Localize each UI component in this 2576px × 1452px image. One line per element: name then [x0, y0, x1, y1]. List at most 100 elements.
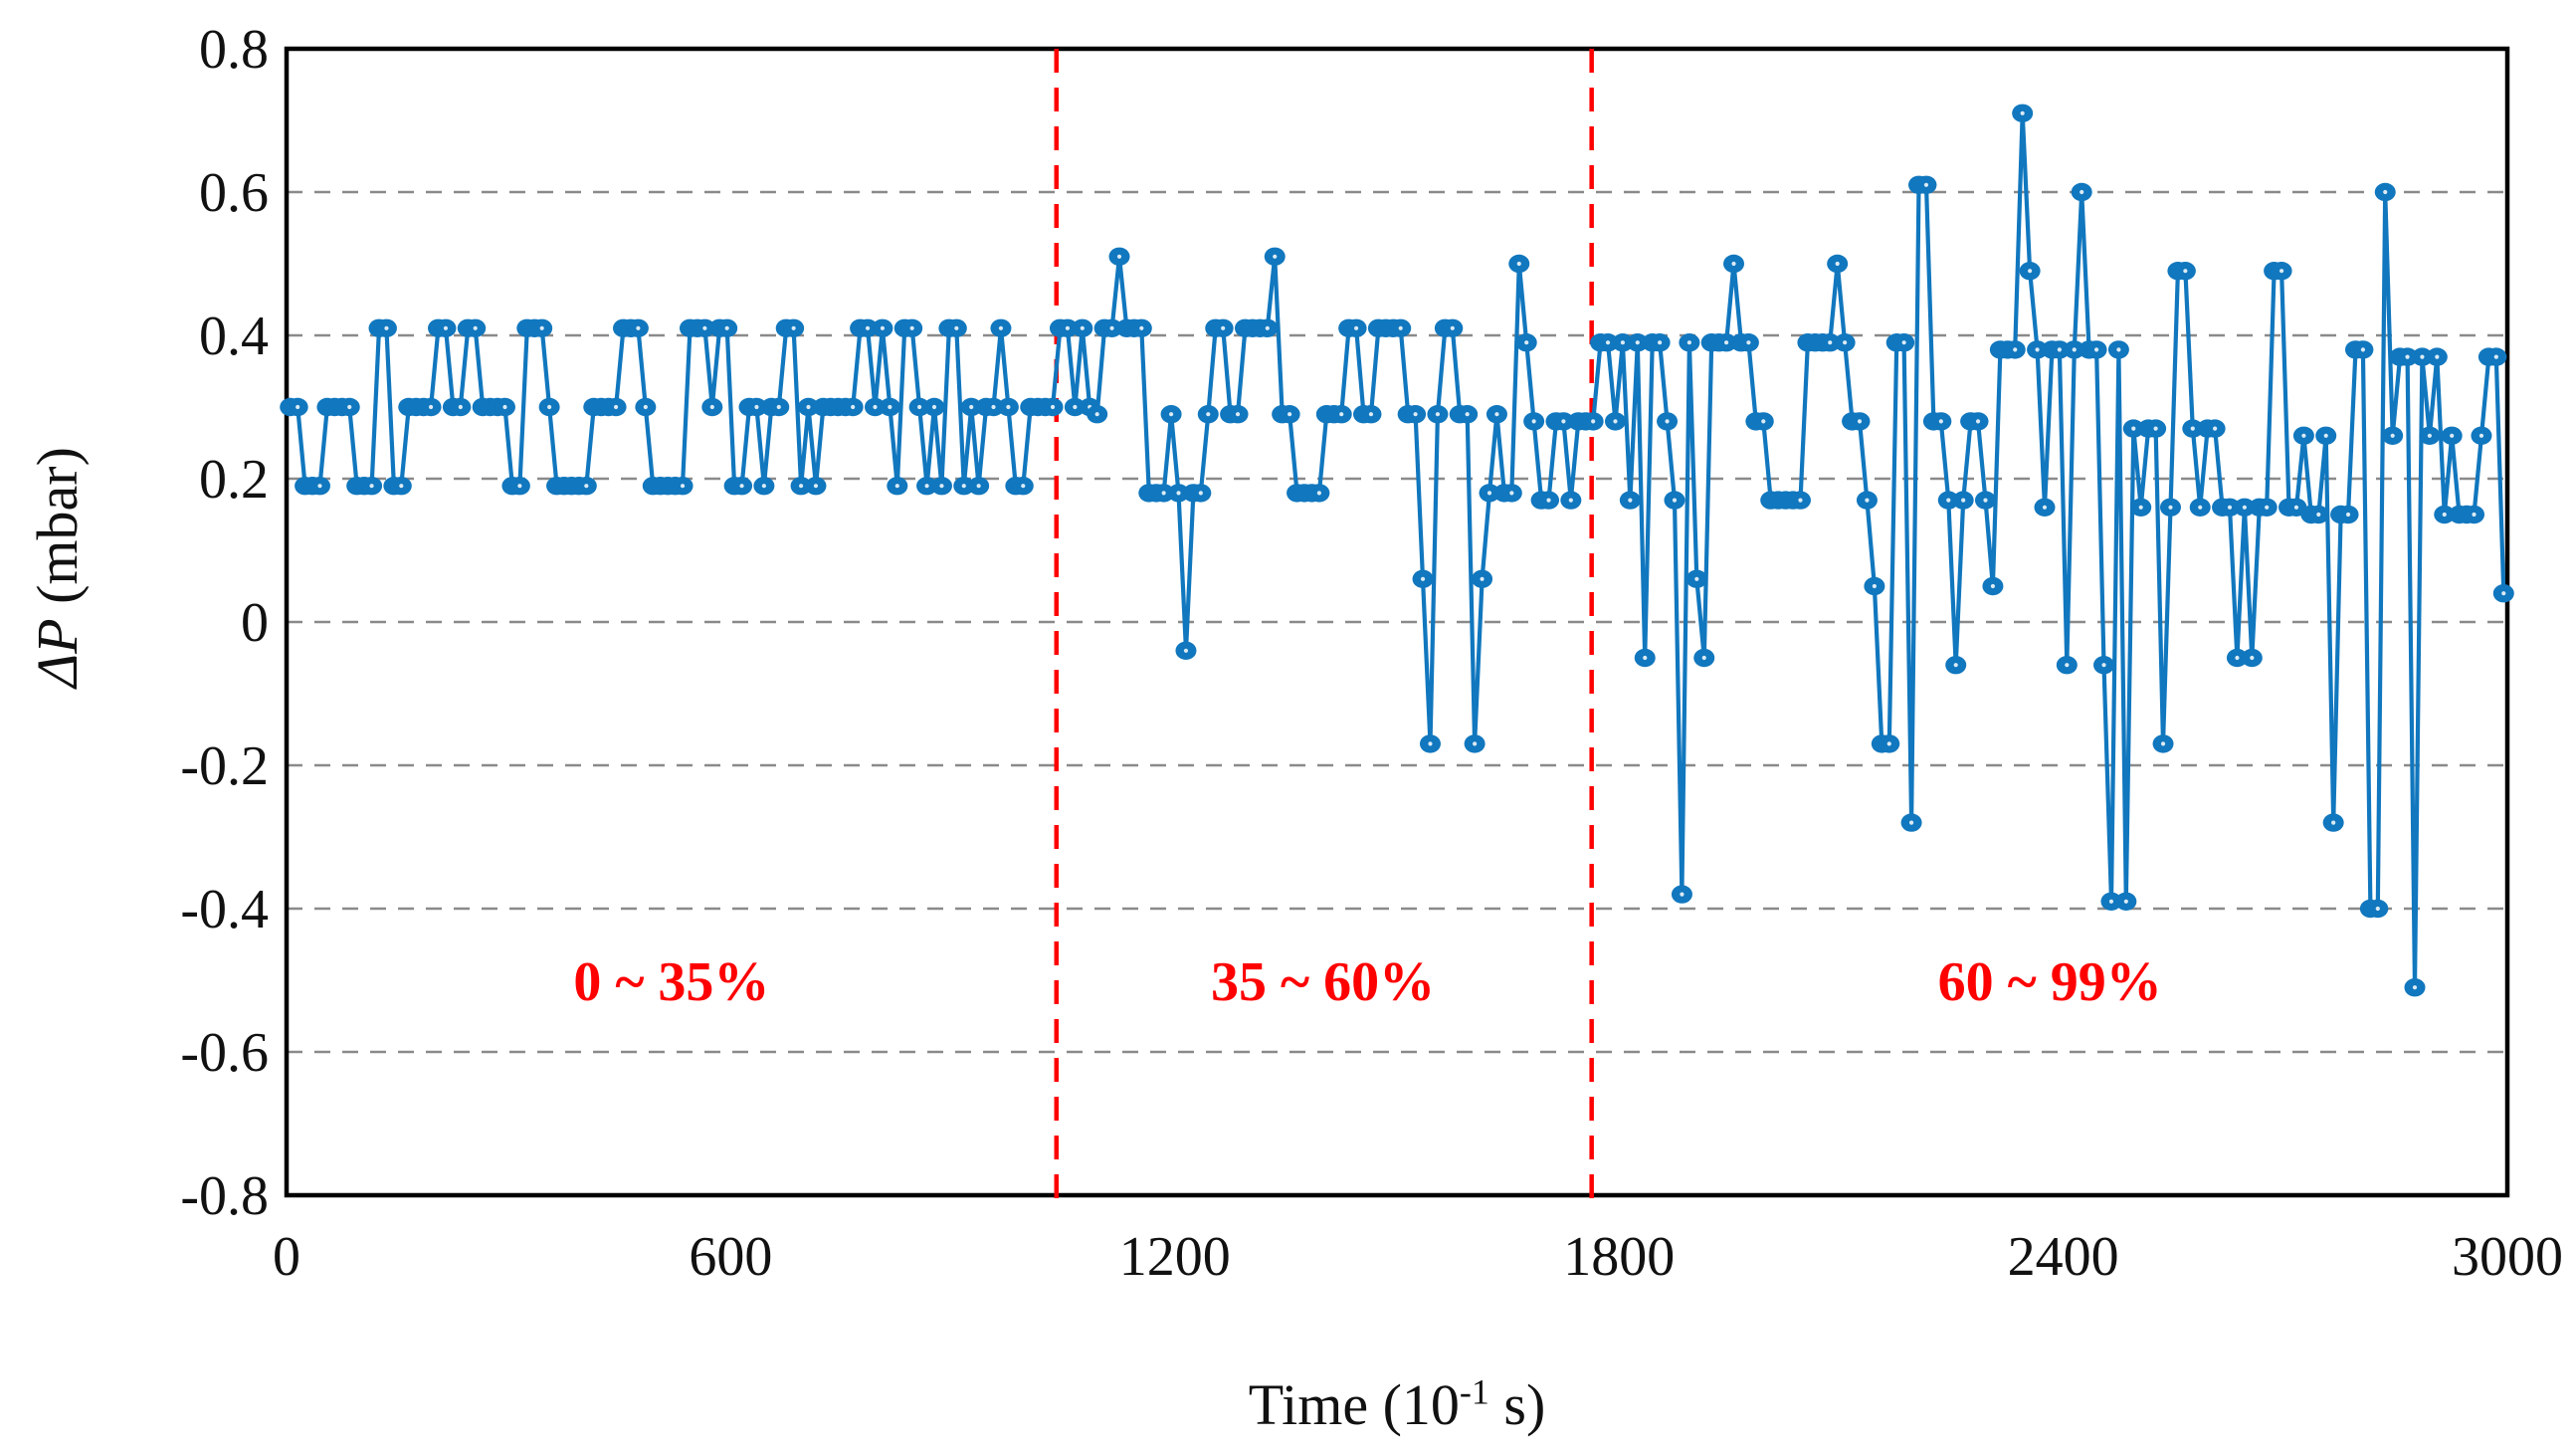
data-point-marker-center: [1591, 419, 1596, 424]
data-point-marker-center: [613, 404, 619, 410]
x-axis-tick-labels: 0 600 1200 1800 2400 3000: [273, 1226, 2563, 1288]
data-point-marker-center: [1731, 261, 1736, 267]
data-point-marker-center: [2420, 354, 2425, 359]
data-point-marker-center: [776, 404, 781, 410]
y-tick-label: 0: [241, 592, 269, 654]
data-point-marker-center: [296, 404, 300, 410]
data-point-marker-center: [2478, 433, 2484, 438]
data-point-marker-center: [791, 325, 796, 330]
data-point-marker-center: [1828, 340, 1833, 345]
data-point-marker-center: [998, 325, 1004, 330]
data-point-marker-center: [2345, 512, 2351, 518]
data-point-marker-center: [2293, 505, 2299, 510]
data-point-marker-center: [517, 484, 522, 489]
data-point-marker-center: [2227, 505, 2233, 510]
y-tick-label: -0.4: [180, 879, 269, 940]
data-point-marker-center: [1398, 325, 1403, 330]
data-point-marker-center: [1761, 419, 1766, 424]
data-point-marker-center: [2101, 663, 2106, 668]
data-point-marker-center: [1857, 419, 1863, 424]
data-point-marker-center: [1116, 254, 1122, 259]
data-point-marker-center: [1605, 340, 1611, 345]
data-point-marker-center: [2213, 426, 2218, 431]
data-point-marker-center: [2013, 347, 2018, 352]
data-point-marker-center: [813, 484, 819, 489]
x-axis-title-exponent: -1: [1459, 1371, 1489, 1412]
data-point-marker-center: [2065, 663, 2070, 668]
y-tick-label: -0.6: [180, 1022, 269, 1084]
data-point-marker-center: [1073, 404, 1078, 410]
data-point-marker-center: [1665, 419, 1670, 424]
data-point-marker-center: [1835, 261, 1840, 267]
data-point-marker-center: [2057, 347, 2062, 352]
data-point-marker-center: [2235, 655, 2240, 661]
data-point-marker-center: [1886, 741, 1891, 746]
data-point-marker-center: [2427, 433, 2432, 438]
data-point-marker-center: [761, 484, 766, 489]
y-tick-label: 0.4: [199, 306, 269, 367]
data-point-marker-center: [939, 484, 944, 489]
data-point-marker-center: [1509, 491, 1514, 496]
plot-border: [284, 46, 2510, 1198]
data-point-marker-center: [443, 325, 449, 330]
data-point-marker-center: [1353, 325, 1359, 330]
data-point-marker-center: [1620, 340, 1626, 345]
data-point-marker-center: [1672, 498, 1678, 503]
data-point-marker-center: [851, 404, 856, 410]
data-point-marker-center: [1206, 412, 1211, 417]
data-point-marker-center: [1872, 583, 1877, 589]
y-tick-label: 0.2: [199, 449, 269, 511]
data-point-marker-center: [384, 325, 389, 330]
x-tick-label: 1200: [1119, 1226, 1231, 1288]
data-point-marker-center: [1316, 491, 1321, 496]
data-point-marker-center: [1288, 412, 1292, 417]
data-point-marker-center: [2108, 899, 2114, 904]
x-axis-title: Time (10-1 s): [1249, 1374, 1546, 1434]
data-point-marker-center: [1235, 412, 1241, 417]
data-point-marker-center: [1865, 498, 1870, 503]
data-point-marker-center: [880, 325, 886, 330]
data-point-marker-center: [2183, 269, 2188, 274]
x-tick-label: 1800: [1563, 1226, 1675, 1288]
data-point-marker-center: [2442, 512, 2447, 518]
data-point-marker-center: [894, 484, 899, 489]
data-point-marker-center: [1531, 419, 1536, 424]
data-point-marker-center: [2138, 505, 2143, 510]
data-point-marker-center: [399, 484, 404, 489]
data-point-marker-center: [1109, 325, 1114, 330]
data-point-marker-center: [1990, 583, 1996, 589]
data-point-marker-center: [502, 404, 507, 410]
data-point-marker-center: [2493, 354, 2498, 359]
data-point-marker-center: [917, 404, 922, 410]
x-tick-label: 600: [689, 1226, 772, 1288]
data-point-marker-center: [1568, 498, 1573, 503]
data-point-marker-center: [2435, 354, 2440, 359]
data-point-marker-center: [1065, 325, 1071, 330]
data-point-marker-center: [2331, 820, 2336, 825]
data-point-marker-center: [1494, 412, 1499, 417]
data-point-marker-center: [865, 325, 871, 330]
data-point-marker-center: [1613, 419, 1618, 424]
y-tick-label: 0.6: [199, 162, 269, 224]
data-point-marker-center: [2316, 512, 2321, 518]
data-point-marker-center: [931, 404, 937, 410]
data-point-marker-center: [1450, 325, 1455, 330]
data-point-marker-center: [1339, 412, 1344, 417]
data-point-marker-center: [976, 484, 981, 489]
data-point-marker-center: [1938, 419, 1943, 424]
data-point-marker-center: [1221, 325, 1226, 330]
data-point-marker-center: [2160, 741, 2166, 746]
data-point-marker-center: [1975, 419, 1981, 424]
data-point-marker-center: [347, 404, 352, 410]
data-point-marker-center: [1701, 655, 1706, 661]
data-point-marker-center: [754, 404, 759, 410]
data-point-marker-center: [798, 484, 804, 489]
data-point-marker-center: [539, 325, 544, 330]
data-point-marker-center: [2383, 189, 2388, 195]
data-point-marker-center: [1628, 498, 1633, 503]
data-point-marker-center: [1473, 741, 1478, 746]
data-point-marker-center: [2131, 426, 2136, 431]
data-point-marker-center: [428, 404, 434, 410]
